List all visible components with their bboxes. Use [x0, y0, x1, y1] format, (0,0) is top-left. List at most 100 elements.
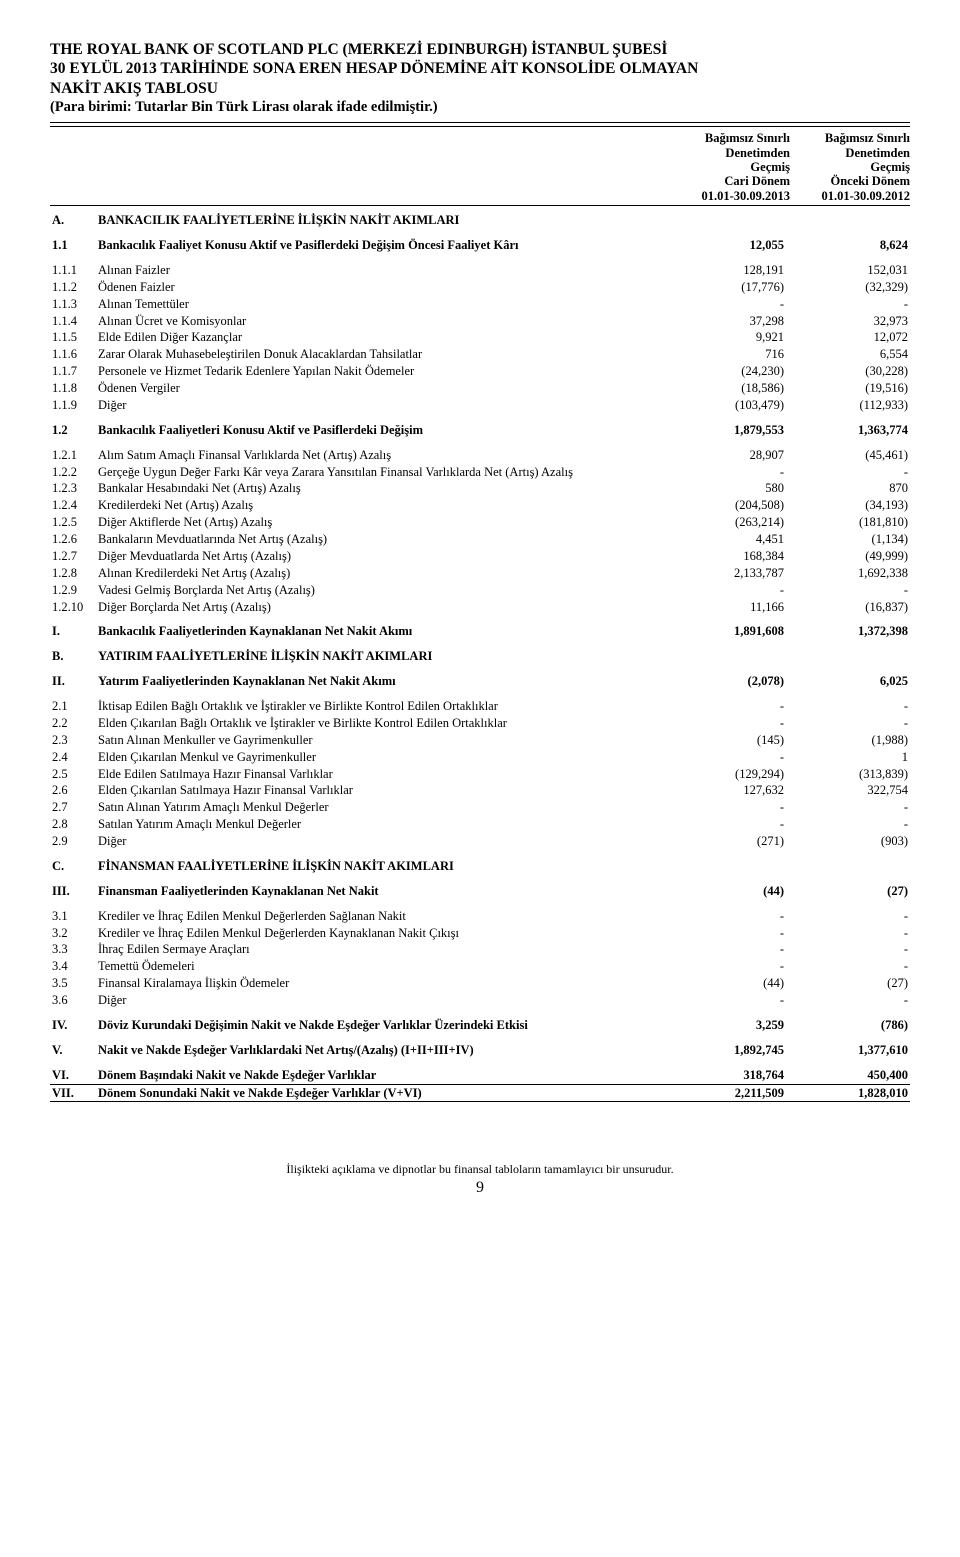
table-row	[50, 690, 910, 698]
spacer-cell	[50, 439, 910, 447]
row-index: B.	[50, 648, 96, 665]
row-value-current: 168,384	[662, 548, 786, 565]
row-value-current	[662, 648, 786, 665]
footer-note: İlişikteki açıklama ve dipnotlar bu fina…	[50, 1162, 910, 1177]
table-row	[50, 665, 910, 673]
table-row	[50, 875, 910, 883]
row-index: 1.1.1	[50, 262, 96, 279]
row-value-current: -	[662, 749, 786, 766]
period-previous-l5: 01.01-30.09.2012	[798, 189, 910, 203]
row-label: Bankacılık Faaliyet Konusu Aktif ve Pasi…	[96, 237, 662, 254]
row-index: 2.5	[50, 766, 96, 783]
row-label: Alınan Temettüler	[96, 296, 662, 313]
row-label: İktisap Edilen Bağlı Ortaklık ve İştirak…	[96, 698, 662, 715]
table-row: C.FİNANSMAN FAALİYETLERİNE İLİŞKİN NAKİT…	[50, 858, 910, 875]
spacer-cell	[50, 229, 910, 237]
row-value-previous: 6,025	[786, 673, 910, 690]
row-value-previous: 12,072	[786, 329, 910, 346]
row-index: IV.	[50, 1017, 96, 1034]
row-label: Elden Çıkarılan Bağlı Ortaklık ve İştira…	[96, 715, 662, 732]
spacer-cell	[50, 1059, 910, 1067]
table-row: 3.6Diğer--	[50, 992, 910, 1009]
row-index: 1.1.3	[50, 296, 96, 313]
row-index: 2.7	[50, 799, 96, 816]
title-line-2: 30 EYLÜL 2013 TARİHİNDE SONA EREN HESAP …	[50, 59, 910, 78]
table-row: 3.4Temettü Ödemeleri--	[50, 958, 910, 975]
table-row	[50, 1009, 910, 1017]
final-label: Dönem Sonundaki Nakit ve Nakde Eşdeğer V…	[96, 1084, 662, 1102]
table-row	[50, 1059, 910, 1067]
row-label: Diğer Aktiflerde Net (Artış) Azalış	[96, 514, 662, 531]
page-number: 9	[50, 1179, 910, 1197]
table-row: 1.1.1Alınan Faizler128,191152,031	[50, 262, 910, 279]
row-value-previous: 8,624	[786, 237, 910, 254]
row-index: 1.2.8	[50, 565, 96, 582]
table-row: I.Bankacılık Faaliyetlerinden Kaynaklana…	[50, 623, 910, 640]
table-row: 2.3Satın Alınan Menkuller ve Gayrimenkul…	[50, 732, 910, 749]
row-label: Zarar Olarak Muhasebeleştirilen Donuk Al…	[96, 346, 662, 363]
row-label: Alım Satım Amaçlı Finansal Varlıklarda N…	[96, 447, 662, 464]
spacer-cell	[50, 665, 910, 673]
row-index: 1.1.6	[50, 346, 96, 363]
period-previous: Bağımsız Sınırlı Denetimden Geçmiş Öncek…	[790, 131, 910, 203]
row-value-previous: -	[786, 992, 910, 1009]
row-index: 1.2.4	[50, 497, 96, 514]
row-value-current: 9,921	[662, 329, 786, 346]
row-value-previous: (32,329)	[786, 279, 910, 296]
row-label: Krediler ve İhraç Edilen Menkul Değerler…	[96, 908, 662, 925]
table-row: 1.2.1Alım Satım Amaçlı Finansal Varlıkla…	[50, 447, 910, 464]
row-index: 2.3	[50, 732, 96, 749]
table-row: 1.1.7Personele ve Hizmet Tedarik Edenler…	[50, 363, 910, 380]
row-label: Elden Çıkarılan Menkul ve Gayrimenkuller	[96, 749, 662, 766]
row-index: VI.	[50, 1067, 96, 1084]
row-value-current: (263,214)	[662, 514, 786, 531]
table-row: 1.2.10Diğer Borçlarda Net Artış (Azalış)…	[50, 599, 910, 616]
row-value-previous: (786)	[786, 1017, 910, 1034]
row-value-previous: -	[786, 698, 910, 715]
row-index: 1.2.1	[50, 447, 96, 464]
table-row: 1.1Bankacılık Faaliyet Konusu Aktif ve P…	[50, 237, 910, 254]
row-index: A.	[50, 212, 96, 229]
header-underline	[50, 205, 910, 206]
row-value-current: 318,764	[662, 1067, 786, 1084]
row-value-previous: (34,193)	[786, 497, 910, 514]
row-value-current: (145)	[662, 732, 786, 749]
row-value-previous: -	[786, 941, 910, 958]
row-value-previous: (27)	[786, 975, 910, 992]
table-row: 1.2.6Bankaların Mevduatlarında Net Artış…	[50, 531, 910, 548]
row-label: Kredilerdeki Net (Artış) Azalış	[96, 497, 662, 514]
row-value-current	[662, 212, 786, 229]
row-value-current: -	[662, 799, 786, 816]
row-value-previous: 1	[786, 749, 910, 766]
table-row: 1.1.5Elde Edilen Diğer Kazançlar9,92112,…	[50, 329, 910, 346]
row-label: Personele ve Hizmet Tedarik Edenlere Yap…	[96, 363, 662, 380]
table-row: 2.6Elden Çıkarılan Satılmaya Hazır Finan…	[50, 782, 910, 799]
row-value-current: 2,133,787	[662, 565, 786, 582]
row-index: 3.6	[50, 992, 96, 1009]
row-value-current: 580	[662, 480, 786, 497]
row-index: 2.4	[50, 749, 96, 766]
title-block: THE ROYAL BANK OF SCOTLAND PLC (MERKEZİ …	[50, 40, 910, 116]
row-label: Bankacılık Faaliyetleri Konusu Aktif ve …	[96, 422, 662, 439]
row-value-current: (17,776)	[662, 279, 786, 296]
row-index: 1.2.6	[50, 531, 96, 548]
final-previous: 1,828,010	[786, 1084, 910, 1102]
row-label: Diğer	[96, 833, 662, 850]
title-divider	[50, 122, 910, 127]
row-index: 1.1.2	[50, 279, 96, 296]
row-index: 1.1.8	[50, 380, 96, 397]
row-index: 1.1.7	[50, 363, 96, 380]
table-row: 1.2.7Diğer Mevduatlarda Net Artış (Azalı…	[50, 548, 910, 565]
period-current-l2: Denetimden	[678, 146, 790, 160]
row-label: Temettü Ödemeleri	[96, 958, 662, 975]
row-label: Finansman Faaliyetlerinden Kaynaklanan N…	[96, 883, 662, 900]
row-index: 2.8	[50, 816, 96, 833]
table-row: A.BANKACILIK FAALİYETLERİNE İLİŞKİN NAKİ…	[50, 212, 910, 229]
row-value-previous: (903)	[786, 833, 910, 850]
row-label: Nakit ve Nakde Eşdeğer Varlıklardaki Net…	[96, 1042, 662, 1059]
row-index: I.	[50, 623, 96, 640]
table-row: 1.1.9Diğer(103,479)(112,933)	[50, 397, 910, 414]
spacer-cell	[50, 1009, 910, 1017]
period-current-l4: Cari Dönem	[678, 174, 790, 188]
row-value-current: 4,451	[662, 531, 786, 548]
